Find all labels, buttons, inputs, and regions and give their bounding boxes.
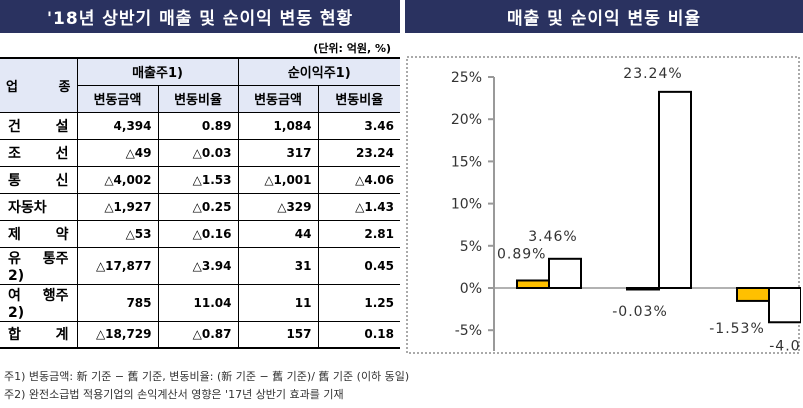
value-cell: △49 [76,138,159,167]
subheader: 변동금액 [237,84,319,113]
y-tick-label: -5% [455,323,482,339]
sales-header: 매출주1) [76,57,239,86]
left-title: '18년 상반기 매출 및 순이익 변동 현황 [0,0,400,33]
value-cell: △18,729 [76,320,159,349]
table-row: 합 계 △18,729 △0.87 157 0.18 [0,320,400,349]
value-cell: △4,002 [76,165,159,194]
bar [548,257,582,290]
value-cell: △1.53 [157,165,239,194]
value-cell: 0.45 [317,246,400,285]
y-tick-label: 25% [451,70,482,86]
subheader: 변동비율 [157,84,239,113]
industry-header: 업 종 [0,57,78,113]
value-cell: 4,394 [76,111,159,140]
bar-chart: 25% 20% 15% 10% 5% 0% -5% 0.89% -0.03% -1.53% 3.46… [406,56,801,354]
bar [736,287,770,302]
value-cell: △17,877 [76,246,159,285]
profit-header: 순이익주1) [237,57,400,86]
value-cell: △0.87 [157,320,239,349]
industry-name: 자동차 [0,192,78,221]
value-cell: 157 [237,320,319,349]
change-table: 업 종 매출주1) 순이익주1) 변동금액 변동비율 변동금액 변동비율 건 설 4,3… [0,57,400,349]
y-tick-label: 15% [451,154,482,170]
footnote-1: 주1) 변동금액: 新 기준 − 舊 기준, 변동비율: (新 기준 − 舊 기… [4,370,410,383]
table-row: 제 약 △53 △0.16 44 2.81 [0,219,400,248]
value-cell: 3.46 [317,111,400,140]
value-cell: 2.81 [317,219,400,248]
data-label: 3.46% [528,229,577,245]
data-label: -4.06% [769,338,801,354]
footnote-2: 주2) 완전소급법 적용기업의 손익계산서 영향은 '17년 상반기 효과를 기… [4,388,344,401]
subheader: 변동금액 [77,84,159,113]
value-cell: △0.25 [157,192,239,221]
y-tick-label: 10% [451,197,482,213]
value-cell: 0.18 [317,320,400,349]
value-cell: △1.43 [317,192,400,221]
subheader: 변동비율 [317,84,400,113]
bar [626,287,660,291]
industry-name: 합 계 [0,320,78,349]
value-cell: △329 [237,192,319,221]
value-cell: 1,084 [237,111,319,140]
value-cell: △4.06 [317,165,400,194]
data-label: 0.89% [497,246,546,262]
value-cell: △3.94 [157,246,239,285]
data-label: -1.53% [709,321,765,337]
table-row: 건 설 4,394 0.89 1,084 3.46 [0,111,400,140]
value-cell: 31 [237,246,319,285]
bar [516,279,550,290]
value-cell: 11.04 [157,283,239,322]
industry-name: 유 통주2) [0,246,78,285]
industry-name: 통 신 [0,165,78,194]
table-row: 유 통주2) △17,877 △3.94 31 0.45 [0,246,400,285]
table-row: 여 행주2) 785 11.04 11 1.25 [0,283,400,322]
y-tick-label: 20% [451,112,482,128]
right-title: 매출 및 순이익 변동 비율 [405,0,803,33]
y-tick-label: 5% [460,239,482,255]
industry-name: 여 행주2) [0,283,78,322]
value-cell: △0.03 [157,138,239,167]
table-row: 자동차 △1,927 △0.25 △329 △1.43 [0,192,400,221]
data-label: 23.24% [623,66,682,82]
value-cell: 317 [237,138,319,167]
value-cell: 44 [237,219,319,248]
value-cell: 0.89 [157,111,239,140]
table-row: 통 신 △4,002 △1.53 △1,001 △4.06 [0,165,400,194]
value-cell: △1,001 [237,165,319,194]
industry-name: 건 설 [0,111,78,140]
industry-name: 제 약 [0,219,78,248]
industry-name: 조 선 [0,138,78,167]
value-cell: 1.25 [317,283,400,322]
y-tick-label: 0% [460,281,482,297]
table-row: 조 선 △49 △0.03 317 23.24 [0,138,400,167]
data-label: -0.03% [612,304,668,320]
plot-border [406,56,800,354]
value-cell: △1,927 [76,192,159,221]
value-cell: 23.24 [317,138,400,167]
value-cell: △0.16 [157,219,239,248]
bar [768,287,801,324]
bar [658,90,692,289]
unit-label: (단위: 억원, %) [313,42,391,55]
value-cell: △53 [76,219,159,248]
value-cell: 11 [237,283,319,322]
value-cell: 785 [76,283,159,322]
